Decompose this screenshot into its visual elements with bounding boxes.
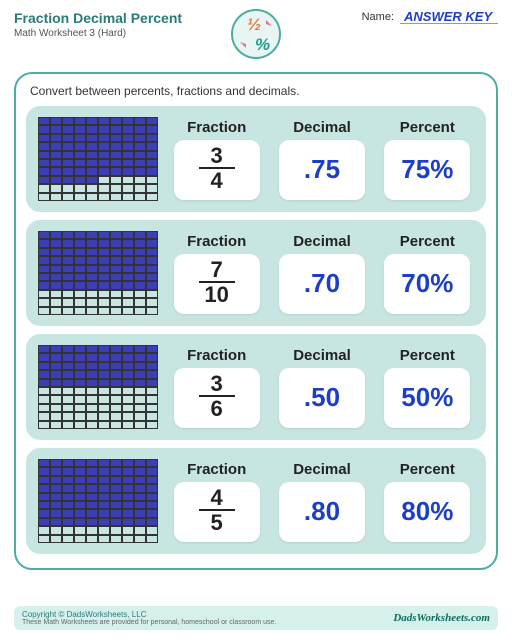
page-subtitle: Math Worksheet 3 (Hard) (14, 28, 362, 39)
header: Fraction Decimal Percent Math Worksheet … (14, 10, 498, 70)
fraction-value-box: 34 (174, 140, 260, 200)
decimal-column: Decimal .80 (275, 461, 368, 542)
problem-row: Fraction 36 Decimal .50 Percent 50% (26, 334, 486, 440)
fraction-denominator: 4 (199, 169, 235, 193)
fraction-denominator: 10 (192, 283, 240, 307)
fraction-value-box: 45 (174, 482, 260, 542)
decimal-label: Decimal (293, 347, 351, 364)
copyright-note: These Math Worksheets are provided for p… (22, 619, 276, 626)
fraction-value-box: 710 (174, 254, 260, 314)
fraction-label: Fraction (187, 461, 246, 478)
fraction-denominator: 5 (199, 511, 235, 535)
hundred-grid (38, 231, 158, 315)
percent-label: Percent (400, 233, 455, 250)
decimal-value-box: .70 (279, 254, 365, 314)
instruction-text: Convert between percents, fractions and … (26, 84, 486, 98)
percent-value-box: 50% (384, 368, 470, 428)
fraction-label: Fraction (187, 119, 246, 136)
decimal-value-box: .75 (279, 140, 365, 200)
header-right: Name: ANSWER KEY (362, 10, 498, 24)
fraction-column: Fraction 45 (170, 461, 263, 542)
decimal-label: Decimal (293, 461, 351, 478)
hundred-grid (38, 345, 158, 429)
fraction-denominator: 6 (199, 397, 235, 421)
page: Fraction Decimal Percent Math Worksheet … (0, 0, 512, 640)
page-title: Fraction Decimal Percent (14, 10, 362, 26)
percent-column: Percent 80% (381, 461, 474, 542)
hundred-grid (38, 117, 158, 201)
decimal-label: Decimal (293, 233, 351, 250)
problem-row: Fraction 45 Decimal .80 Percent 80% (26, 448, 486, 554)
percent-column: Percent 75% (381, 119, 474, 200)
fraction-column: Fraction 710 (170, 233, 263, 314)
fraction-percent-logo-icon: ½ % (230, 8, 282, 60)
fraction-column: Fraction 36 (170, 347, 263, 428)
fraction-value-box: 36 (174, 368, 260, 428)
percent-value-box: 75% (384, 140, 470, 200)
percent-value-box: 80% (384, 482, 470, 542)
percent-column: Percent 70% (381, 233, 474, 314)
copyright-text: Copyright © DadsWorksheets, LLC (22, 610, 276, 619)
main-frame: Convert between percents, fractions and … (14, 72, 498, 570)
footer-url: DadsWorksheets.com (393, 612, 490, 624)
problem-row: Fraction 710 Decimal .70 Percent 70% (26, 220, 486, 326)
decimal-column: Decimal .75 (275, 119, 368, 200)
svg-text:½: ½ (247, 15, 261, 34)
fraction-label: Fraction (187, 347, 246, 364)
decimal-label: Decimal (293, 119, 351, 136)
fraction-numerator: 7 (199, 259, 235, 283)
percent-label: Percent (400, 461, 455, 478)
footer: Copyright © DadsWorksheets, LLC These Ma… (14, 606, 498, 630)
footer-left: Copyright © DadsWorksheets, LLC These Ma… (22, 610, 276, 626)
problem-row: Fraction 34 Decimal .75 Percent 75% (26, 106, 486, 212)
decimal-value-box: .50 (279, 368, 365, 428)
header-left: Fraction Decimal Percent Math Worksheet … (14, 10, 362, 39)
percent-value-box: 70% (384, 254, 470, 314)
rows-container: Fraction34Decimal.75Percent75%Fraction71… (26, 106, 486, 554)
fraction-numerator: 4 (199, 487, 235, 511)
name-label: Name: (362, 11, 394, 23)
percent-column: Percent 50% (381, 347, 474, 428)
fraction-column: Fraction 34 (170, 119, 263, 200)
decimal-column: Decimal .50 (275, 347, 368, 428)
hundred-grid (38, 459, 158, 543)
answer-key-text: ANSWER KEY (404, 9, 492, 24)
decimal-column: Decimal .70 (275, 233, 368, 314)
fraction-numerator: 3 (199, 145, 235, 169)
percent-label: Percent (400, 347, 455, 364)
fraction-label: Fraction (187, 233, 246, 250)
fraction-numerator: 3 (199, 373, 235, 397)
decimal-value-box: .80 (279, 482, 365, 542)
name-field: ANSWER KEY (400, 10, 498, 24)
svg-text:%: % (255, 35, 270, 54)
percent-label: Percent (400, 119, 455, 136)
